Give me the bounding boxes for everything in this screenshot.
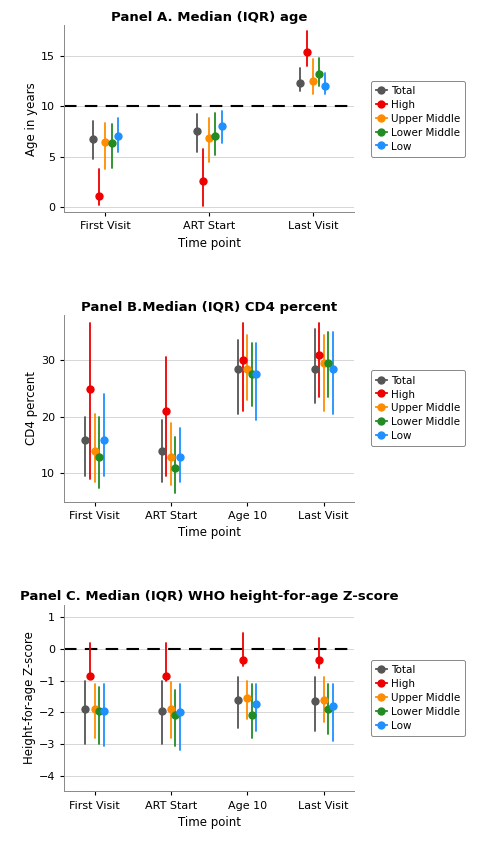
Legend: Total, High, Upper Middle, Lower Middle, Low: Total, High, Upper Middle, Lower Middle,…	[371, 81, 465, 157]
Y-axis label: Height-for-age Z-score: Height-for-age Z-score	[23, 632, 35, 765]
X-axis label: Time point: Time point	[178, 237, 241, 250]
Legend: Total, High, Upper Middle, Lower Middle, Low: Total, High, Upper Middle, Lower Middle,…	[371, 660, 465, 736]
Y-axis label: Age in years: Age in years	[25, 82, 38, 156]
Title: Panel A. Median (IQR) age: Panel A. Median (IQR) age	[111, 11, 308, 24]
Y-axis label: CD4 percent: CD4 percent	[25, 371, 38, 445]
Legend: Total, High, Upper Middle, Lower Middle, Low: Total, High, Upper Middle, Lower Middle,…	[371, 370, 465, 446]
Title: Panel C. Median (IQR) WHO height-for-age Z-score: Panel C. Median (IQR) WHO height-for-age…	[20, 590, 399, 604]
X-axis label: Time point: Time point	[178, 526, 241, 540]
X-axis label: Time point: Time point	[178, 816, 241, 829]
Title: Panel B.Median (IQR) CD4 percent: Panel B.Median (IQR) CD4 percent	[81, 301, 337, 314]
